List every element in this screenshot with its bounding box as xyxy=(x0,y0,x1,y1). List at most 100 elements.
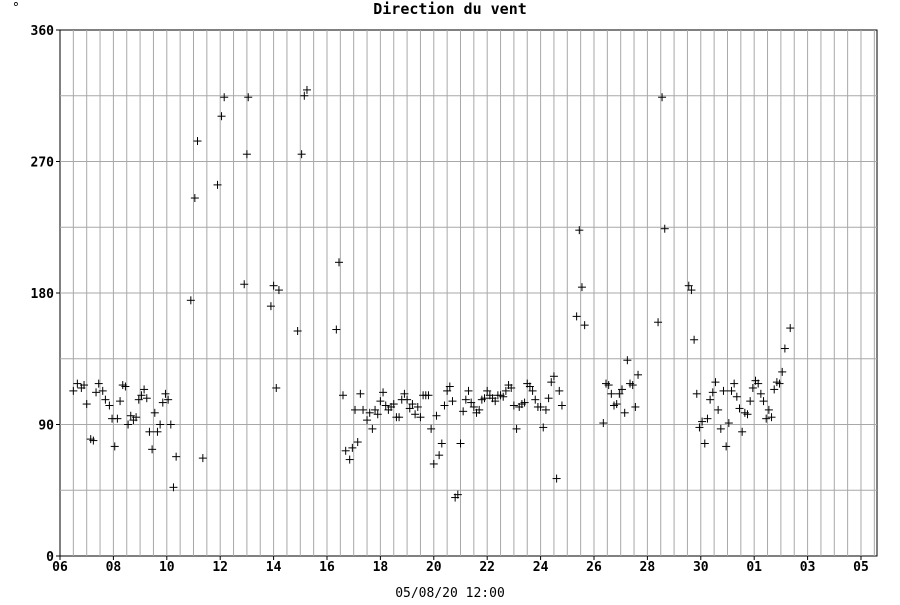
data-point xyxy=(507,383,516,392)
data-point xyxy=(698,417,707,426)
x-tick-label: 10 xyxy=(159,560,175,575)
y-tick-label: 270 xyxy=(31,156,55,171)
data-point xyxy=(395,413,404,422)
data-point xyxy=(759,397,768,406)
data-point xyxy=(555,386,564,395)
data-point xyxy=(552,474,561,483)
data-point xyxy=(73,379,82,388)
data-point xyxy=(687,286,696,295)
data-point xyxy=(549,372,558,381)
data-point xyxy=(266,302,275,311)
x-tick-label: 01 xyxy=(746,560,762,575)
y-tick-label: 90 xyxy=(38,419,54,434)
data-point xyxy=(714,405,723,414)
data-point xyxy=(722,442,731,451)
data-point xyxy=(786,324,795,333)
data-point xyxy=(368,424,377,433)
data-point xyxy=(148,445,157,454)
data-point xyxy=(501,386,510,395)
data-point xyxy=(623,356,632,365)
data-point xyxy=(443,386,452,395)
data-point xyxy=(770,385,779,394)
data-point xyxy=(164,395,173,404)
data-point xyxy=(373,410,382,419)
data-point xyxy=(634,370,643,379)
x-tick-label: 08 xyxy=(106,560,122,575)
x-axis-label: 05/08/20 12:00 xyxy=(395,586,505,600)
data-point xyxy=(528,386,537,395)
x-tick-label: 26 xyxy=(586,560,602,575)
data-point xyxy=(371,405,380,414)
data-point xyxy=(743,410,752,419)
data-point xyxy=(512,424,521,433)
data-point xyxy=(577,283,586,292)
data-point xyxy=(80,381,89,390)
data-point xyxy=(153,427,162,436)
data-point xyxy=(706,395,715,404)
data-points-layer xyxy=(69,85,795,502)
data-point xyxy=(427,424,436,433)
data-point xyxy=(483,386,492,395)
data-point xyxy=(105,401,114,410)
data-point xyxy=(684,281,693,290)
data-point xyxy=(615,389,624,398)
data-point xyxy=(335,258,344,267)
data-point xyxy=(557,401,566,410)
data-point xyxy=(572,312,581,321)
data-point xyxy=(98,386,107,395)
data-point xyxy=(198,454,207,463)
data-point xyxy=(732,392,741,401)
chart-title: Direction du vent xyxy=(373,0,527,18)
data-point xyxy=(464,386,473,395)
data-point xyxy=(101,395,110,404)
data-point xyxy=(432,411,441,420)
data-point xyxy=(703,414,712,423)
data-point xyxy=(531,395,540,404)
data-point xyxy=(599,419,608,428)
data-point xyxy=(405,404,414,413)
data-point xyxy=(480,394,489,403)
data-point xyxy=(437,439,446,448)
x-tick-label: 22 xyxy=(479,560,495,575)
data-point xyxy=(762,414,771,423)
data-point xyxy=(491,397,500,406)
data-point xyxy=(356,389,365,398)
data-point xyxy=(150,408,159,417)
x-tick-label: 03 xyxy=(800,560,816,575)
data-point xyxy=(363,416,372,425)
data-point xyxy=(539,423,548,432)
data-point xyxy=(116,397,125,406)
data-point xyxy=(274,286,283,295)
x-tick-label: 16 xyxy=(319,560,335,575)
data-point xyxy=(124,420,133,429)
data-point xyxy=(89,436,98,445)
data-point xyxy=(416,413,425,422)
data-point xyxy=(300,91,309,100)
data-point xyxy=(134,395,143,404)
data-point xyxy=(692,389,701,398)
data-point xyxy=(244,93,253,102)
grid-layer xyxy=(59,29,878,557)
data-point xyxy=(735,404,744,413)
data-point xyxy=(724,419,733,428)
data-point xyxy=(778,367,787,376)
x-tick-label: 14 xyxy=(266,560,282,575)
data-point xyxy=(716,424,725,433)
data-point xyxy=(700,439,709,448)
data-point xyxy=(158,398,167,407)
data-point xyxy=(172,452,181,461)
data-point xyxy=(767,413,776,422)
y-tick-label: 360 xyxy=(31,24,55,39)
data-point xyxy=(453,490,462,499)
data-point xyxy=(461,395,470,404)
data-point xyxy=(509,401,518,410)
data-point xyxy=(213,180,222,189)
data-point xyxy=(429,459,438,468)
data-point xyxy=(94,379,103,388)
data-point xyxy=(658,93,667,102)
unit-label: ° xyxy=(12,1,20,16)
data-point xyxy=(161,389,170,398)
x-tick-label: 18 xyxy=(373,560,389,575)
data-point xyxy=(628,381,637,390)
data-point xyxy=(580,321,589,330)
